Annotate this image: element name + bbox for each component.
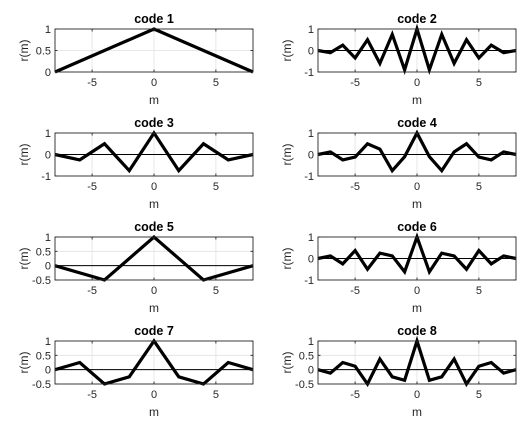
y-tick-label: 0 xyxy=(45,261,51,273)
y-axis-label: r(m) xyxy=(17,248,31,270)
y-tick-label: 1 xyxy=(45,24,51,36)
y-tick-label: 0 xyxy=(45,365,51,377)
y-axis-label: r(m) xyxy=(280,40,294,62)
x-tick-label: 0 xyxy=(414,285,420,297)
y-tick-label: 1 xyxy=(45,336,51,348)
x-tick-label: -5 xyxy=(350,77,360,89)
subplot-title: code 2 xyxy=(397,12,437,26)
x-tick-label: 5 xyxy=(476,389,482,401)
y-tick-label: 0.5 xyxy=(36,350,51,362)
y-axis-label: r(m) xyxy=(280,352,294,374)
x-axis-label: m xyxy=(412,93,422,107)
y-tick-label: -0.5 xyxy=(32,379,51,391)
x-tick-label: -5 xyxy=(87,285,97,297)
x-tick-label: 0 xyxy=(414,389,420,401)
x-tick-label: -5 xyxy=(350,285,360,297)
x-axis-label: m xyxy=(412,197,422,211)
x-tick-label: 0 xyxy=(151,285,157,297)
x-axis-label: m xyxy=(149,301,159,315)
subplot-title: code 7 xyxy=(134,324,174,338)
y-tick-label: 1 xyxy=(45,232,51,244)
y-tick-label: 0 xyxy=(308,254,314,266)
y-tick-label: -0.5 xyxy=(32,275,51,287)
x-tick-label: 0 xyxy=(151,181,157,193)
subplot-title: code 6 xyxy=(397,220,437,234)
subplot-5: -5 0 5 -0.5 0 0.5 1 code 5 m r(m) xyxy=(17,220,254,315)
x-axis-label: m xyxy=(412,301,422,315)
y-axis-label: r(m) xyxy=(17,352,31,374)
subplot-2: -5 0 5 -1 0 1 code 2 m r(m) xyxy=(280,12,517,107)
y-tick-label: 0.5 xyxy=(36,46,51,58)
x-tick-label: -5 xyxy=(87,389,97,401)
subplot-title: code 8 xyxy=(397,324,437,338)
subplot-title: code 3 xyxy=(134,116,174,130)
subplot-7: -5 0 5 -0.5 0 0.5 1 code 7 m r(m) xyxy=(17,324,254,419)
subplot-1: -5 0 5 0 0.5 1 code 1 m r(m) xyxy=(17,12,254,107)
y-tick-label: 0 xyxy=(308,46,314,58)
x-tick-label: -5 xyxy=(350,181,360,193)
y-tick-label: 0 xyxy=(45,67,51,79)
y-tick-label: 1 xyxy=(308,24,314,36)
y-tick-label: 1 xyxy=(308,128,314,140)
x-tick-label: 0 xyxy=(414,181,420,193)
y-tick-label: 0.5 xyxy=(299,350,314,362)
x-tick-label: -5 xyxy=(87,77,97,89)
x-axis-label: m xyxy=(149,93,159,107)
y-tick-label: 0.5 xyxy=(36,246,51,258)
x-tick-label: 0 xyxy=(414,77,420,89)
y-tick-label: 1 xyxy=(308,232,314,244)
x-tick-label: 5 xyxy=(476,285,482,297)
subplot-6: -5 0 5 -1 0 1 code 6 m r(m) xyxy=(280,220,517,315)
y-tick-label: 0 xyxy=(308,365,314,377)
x-tick-label: 5 xyxy=(213,389,219,401)
x-tick-label: 5 xyxy=(476,181,482,193)
y-tick-label: -1 xyxy=(304,67,314,79)
subplot-8: -5 0 5 -0.5 0 0.5 1 code 8 m r(m) xyxy=(280,324,517,419)
subplot-title: code 1 xyxy=(134,12,174,26)
subplot-4: -5 0 5 -1 0 1 code 4 m r(m) xyxy=(280,116,517,211)
y-tick-label: -1 xyxy=(304,275,314,287)
y-tick-label: -1 xyxy=(41,171,51,183)
y-tick-label: -0.5 xyxy=(295,379,314,391)
y-tick-label: 0 xyxy=(308,150,314,162)
y-tick-label: 1 xyxy=(308,336,314,348)
y-axis-label: r(m) xyxy=(17,144,31,166)
subplot-title: code 4 xyxy=(397,116,437,130)
y-axis-label: r(m) xyxy=(280,248,294,270)
y-tick-label: 1 xyxy=(45,128,51,140)
y-axis-label: r(m) xyxy=(280,144,294,166)
x-tick-label: -5 xyxy=(350,389,360,401)
x-tick-label: 5 xyxy=(213,285,219,297)
x-tick-label: 5 xyxy=(476,77,482,89)
y-axis-label: r(m) xyxy=(17,40,31,62)
subplot-3: -5 0 5 -1 0 1 code 3 m r(m) xyxy=(17,116,254,211)
x-tick-label: 5 xyxy=(213,181,219,193)
x-axis-label: m xyxy=(412,405,422,419)
x-tick-label: 0 xyxy=(151,77,157,89)
x-axis-label: m xyxy=(149,197,159,211)
x-tick-label: -5 xyxy=(87,181,97,193)
x-tick-label: 5 xyxy=(213,77,219,89)
x-axis-label: m xyxy=(149,405,159,419)
subplot-title: code 5 xyxy=(134,220,174,234)
y-tick-label: -1 xyxy=(304,171,314,183)
y-tick-label: 0 xyxy=(45,150,51,162)
x-tick-label: 0 xyxy=(151,389,157,401)
